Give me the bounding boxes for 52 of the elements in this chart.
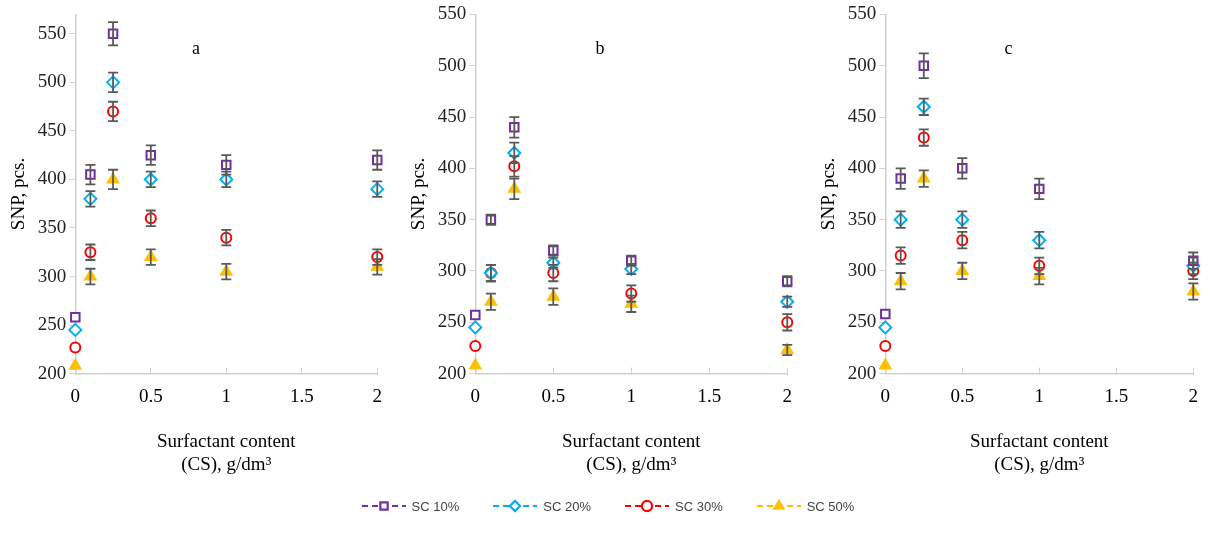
annotation: c bbox=[1004, 38, 1013, 59]
y-tick-label: 550 bbox=[37, 21, 67, 43]
x-tick-label: 0.5 bbox=[950, 384, 975, 406]
x-tick-label: 2 bbox=[372, 384, 382, 406]
x-axis-title: Surfactant content (CS), g/dm³ bbox=[156, 429, 297, 475]
x-tick-label: 1.5 bbox=[289, 384, 314, 406]
y-axis-title: SNP, pcs. bbox=[407, 157, 429, 231]
x-tick-label: 0 bbox=[70, 384, 81, 406]
x-tick-label: 1.5 bbox=[697, 384, 722, 406]
x-tick-label: 1 bbox=[221, 384, 232, 406]
y-tick-label: 450 bbox=[37, 118, 67, 140]
x-tick-label: 0.5 bbox=[138, 384, 163, 406]
x-tick-label: 0.5 bbox=[541, 384, 566, 406]
y-tick-label: 400 bbox=[437, 156, 467, 178]
y-tick-label: 550 bbox=[437, 2, 467, 24]
x-tick-label: 0 bbox=[880, 384, 891, 406]
x-tick-label: 0 bbox=[470, 384, 481, 406]
y-tick-label: 400 bbox=[847, 156, 877, 178]
y-tick-label: 300 bbox=[437, 258, 467, 280]
legend-label: SC 50% bbox=[806, 498, 855, 514]
y-axis-title: SNP, pcs. bbox=[817, 157, 839, 231]
y-tick-label: 250 bbox=[437, 310, 467, 332]
y-tick-label: 300 bbox=[847, 258, 877, 280]
x-tick-label: 2 bbox=[782, 384, 792, 406]
x-tick-label: 1 bbox=[1034, 384, 1045, 406]
y-tick-label: 450 bbox=[847, 105, 877, 127]
legend-label: SC 20% bbox=[543, 498, 591, 514]
y-tick-label: 200 bbox=[437, 361, 467, 383]
y-tick-label: 300 bbox=[37, 264, 67, 286]
annotation: a bbox=[192, 38, 201, 59]
y-tick-label: 350 bbox=[37, 215, 67, 237]
y-tick-label: 450 bbox=[437, 105, 467, 127]
y-tick-label: 200 bbox=[847, 361, 877, 383]
x-tick-label: 1.5 bbox=[1104, 384, 1129, 406]
y-tick-label: 350 bbox=[437, 207, 467, 229]
y-tick-label: 250 bbox=[37, 313, 67, 335]
y-tick-label: 550 bbox=[847, 2, 877, 24]
y-tick-label: 250 bbox=[847, 310, 877, 332]
legend-label: SC 10% bbox=[411, 498, 460, 514]
x-axis-title: Surfactant content (CS), g/dm³ bbox=[969, 429, 1110, 475]
y-tick-label: 500 bbox=[847, 53, 877, 75]
y-axis-title: SNP, pcs. bbox=[7, 157, 29, 231]
annotation: b bbox=[595, 38, 605, 59]
x-axis-title: Surfactant content (CS), g/dm³ bbox=[561, 429, 702, 475]
legend-label: SC 30% bbox=[675, 498, 723, 514]
y-tick-label: 500 bbox=[37, 70, 67, 92]
x-tick-label: 2 bbox=[1188, 384, 1198, 406]
y-tick-label: 400 bbox=[37, 167, 67, 189]
y-tick-label: 200 bbox=[37, 361, 67, 383]
x-tick-label: 1 bbox=[626, 384, 637, 406]
y-tick-label: 500 bbox=[437, 53, 467, 75]
y-tick-label: 350 bbox=[847, 207, 877, 229]
